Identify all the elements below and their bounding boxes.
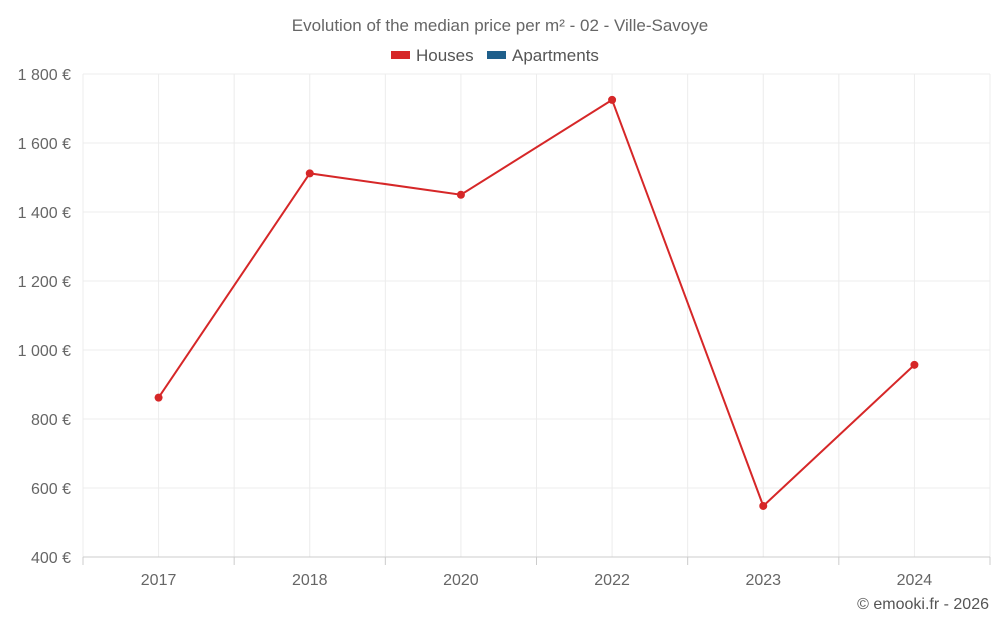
data-point-houses: [759, 501, 768, 510]
data-point-houses: [608, 95, 617, 104]
y-tick-label: 400 €: [31, 550, 71, 567]
x-tick-label: 2020: [443, 572, 479, 589]
y-tick-label: 600 €: [31, 481, 71, 498]
legend-item-apartments[interactable]: Apartments: [487, 46, 599, 65]
data-point-houses: [154, 393, 163, 402]
legend-swatch-houses: [391, 51, 410, 59]
series-houses: [154, 95, 919, 510]
x-tick-label: 2023: [745, 572, 781, 589]
y-tick-label: 1 600 €: [18, 136, 71, 153]
data-point-houses: [910, 360, 919, 369]
y-tick-label: 1 200 €: [18, 274, 71, 291]
y-tick-label: 1 800 €: [18, 67, 71, 84]
data-point-houses: [305, 169, 314, 178]
legend-label-houses: Houses: [416, 46, 474, 65]
y-axis: 400 € 600 € 800 € 1 000 € 1 200 € 1 400 € 1 60…: [18, 67, 71, 567]
y-tick-label: 1 400 €: [18, 205, 71, 222]
y-tick-label: 800 €: [31, 412, 71, 429]
x-tick-label: 2018: [292, 572, 328, 589]
x-tick-label: 2022: [594, 572, 630, 589]
x-tick-label: 2017: [141, 572, 177, 589]
x-tick-label: 2024: [897, 572, 933, 589]
grid: [82, 73, 991, 557]
credit-text: © emooki.fr - 2026: [857, 596, 989, 613]
legend: Houses Apartments: [391, 46, 599, 65]
chart-title: Evolution of the median price per m² - 0…: [292, 16, 708, 35]
x-axis: 2017 2018 2020 2022 2023 2024: [82, 556, 991, 589]
legend-label-apartments: Apartments: [512, 46, 599, 65]
data-point-houses: [456, 190, 465, 199]
legend-swatch-apartments: [487, 51, 506, 59]
legend-item-houses[interactable]: Houses: [391, 46, 474, 65]
y-tick-label: 1 000 €: [18, 343, 71, 360]
series-line-houses: [157, 98, 916, 508]
